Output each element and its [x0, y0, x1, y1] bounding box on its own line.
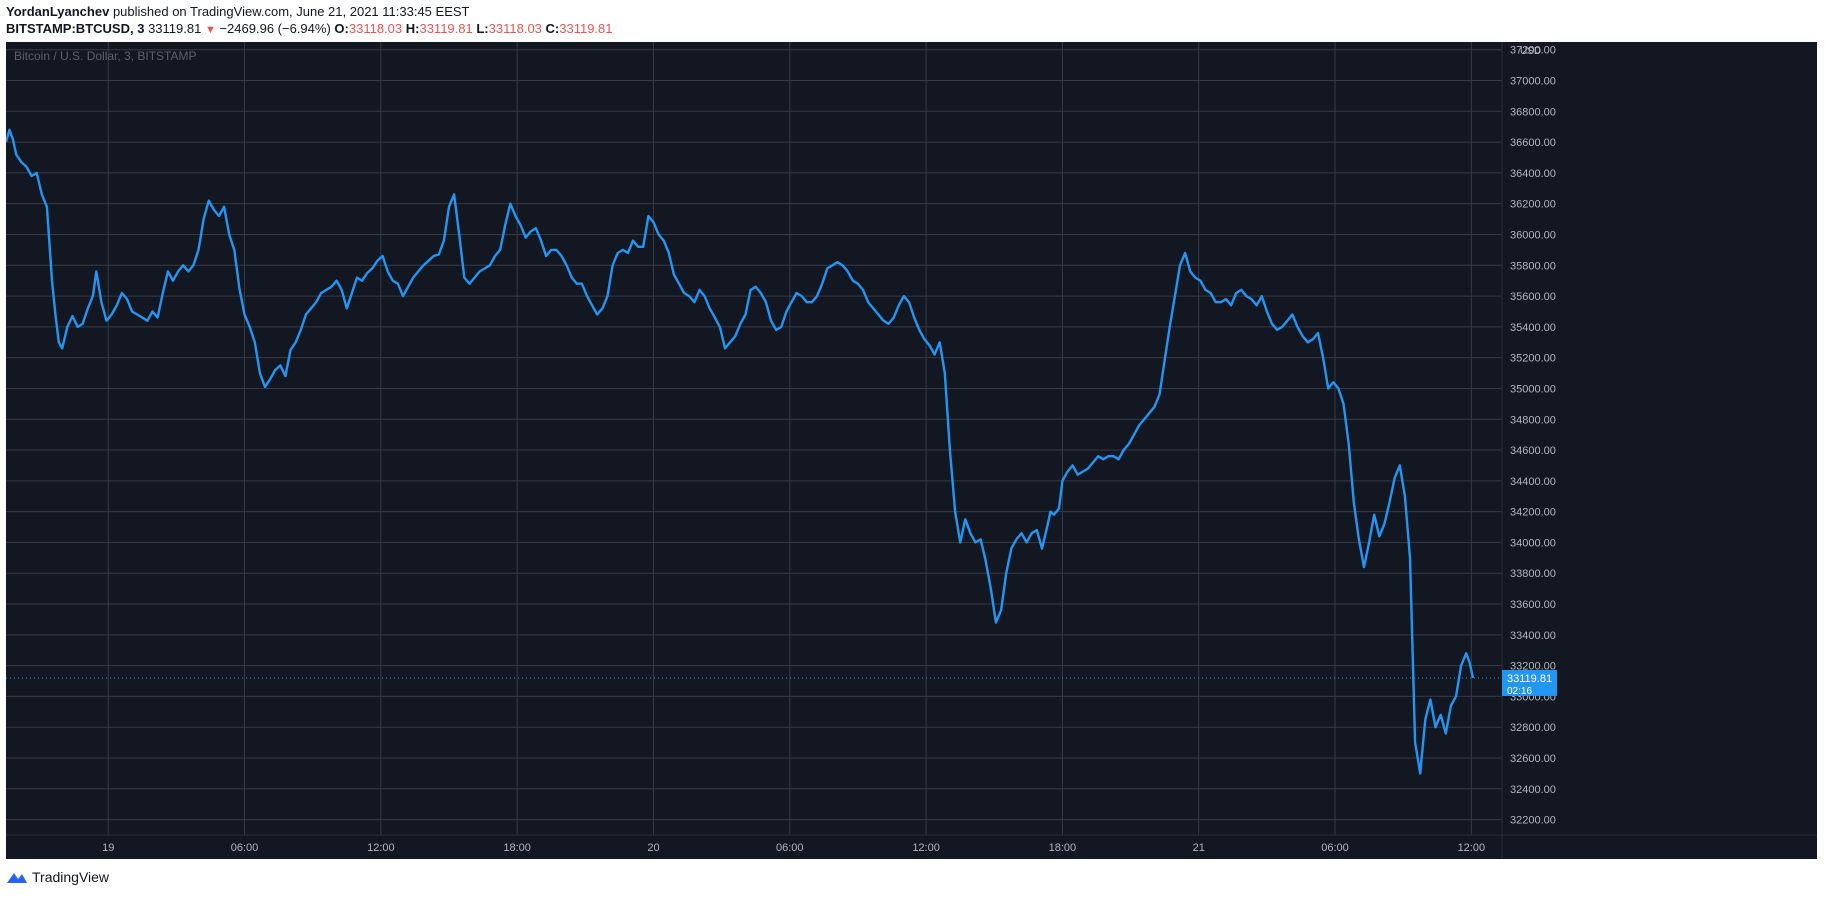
y-tick-label: 36800.00	[1510, 106, 1556, 118]
y-tick-label: 33800.00	[1510, 568, 1556, 580]
y-tick-label: 35200.00	[1510, 353, 1556, 365]
y-tick-label: 35400.00	[1510, 322, 1556, 334]
brand-label: TradingView	[32, 869, 110, 885]
y-tick-label: 36000.00	[1510, 229, 1556, 241]
author-name[interactable]: YordanLyanchev	[6, 4, 110, 19]
price-line	[6, 128, 1475, 775]
x-tick-label: 06:00	[231, 842, 259, 854]
x-tick-label: 20	[647, 842, 659, 854]
y-tick-label: 34600.00	[1510, 445, 1556, 457]
y-tick-label: 36400.00	[1510, 168, 1556, 180]
tradingview-logo-icon	[7, 873, 27, 883]
down-arrow-icon: ▼	[204, 24, 216, 36]
y-tick-label: 33600.00	[1510, 599, 1556, 611]
price-chart[interactable]: Bitcoin / U.S. Dollar, 3, BITSTAMP 32200…	[6, 42, 1817, 859]
ohlc-legend: BITSTAMP:BTCUSD, 3 33119.81 ▼ −2469.96 (…	[6, 21, 613, 36]
tradingview-logo[interactable]: TradingView	[6, 869, 109, 885]
x-tick-label: 21	[1193, 842, 1205, 854]
y-tick-label: 37200.00	[1510, 45, 1556, 57]
price-series	[6, 128, 1475, 775]
close-label: C:	[545, 21, 560, 36]
y-tick-label: 35600.00	[1510, 291, 1556, 303]
y-tick-label: 37000.00	[1510, 75, 1556, 87]
x-tick-label: 19	[102, 842, 114, 854]
high-label: H:	[405, 21, 420, 36]
countdown-label: 02:16	[1507, 686, 1532, 697]
x-tick-label: 18:00	[503, 842, 531, 854]
y-tick-label: 33200.00	[1510, 661, 1556, 673]
low-value: 33118.03	[488, 21, 542, 36]
chart-title: Bitcoin / U.S. Dollar, 3, BITSTAMP	[14, 49, 197, 63]
published-text: published on TradingView.com, June 21, 2…	[112, 4, 470, 19]
last-price: 33119.81	[148, 21, 202, 36]
x-tick-label: 18:00	[1049, 842, 1077, 854]
x-tick-label: 12:00	[912, 842, 940, 854]
low-label: L:	[476, 21, 489, 36]
price-axis[interactable]: 32200.0032400.0032600.0032800.0033000.00…	[1510, 45, 1556, 827]
last-price-tag-value: 33119.81	[1507, 673, 1552, 685]
close-value: 33119.81	[559, 21, 613, 36]
currency-label: USD	[1520, 46, 1541, 57]
y-tick-label: 32800.00	[1510, 722, 1556, 734]
y-tick-label: 32400.00	[1510, 784, 1556, 796]
publish-info: YordanLyanchev published on TradingView.…	[6, 4, 469, 19]
y-tick-label: 34800.00	[1510, 414, 1556, 426]
last-price-tag-bg	[1502, 669, 1557, 696]
high-value: 33119.81	[419, 21, 473, 36]
y-tick-label: 36200.00	[1510, 199, 1556, 211]
y-tick-label: 32600.00	[1510, 753, 1556, 765]
y-tick-label: 36600.00	[1510, 137, 1556, 149]
y-tick-label: 34000.00	[1510, 537, 1556, 549]
y-tick-label: 33400.00	[1510, 630, 1556, 642]
x-tick-label: 06:00	[1321, 842, 1349, 854]
y-tick-label: 34400.00	[1510, 476, 1556, 488]
time-axis[interactable]: 19 06:00 12:00 18:00 20 06:00 12:00 18:00 21 06:0…	[102, 842, 1485, 854]
x-tick-label: 12:00	[367, 842, 395, 854]
change-value: −2469.96 (−6.94%)	[219, 21, 331, 36]
y-tick-label: 35000.00	[1510, 383, 1556, 395]
x-tick-label: 06:00	[776, 842, 804, 854]
y-tick-label: 32200.00	[1510, 815, 1556, 827]
open-label: O:	[334, 21, 349, 36]
symbol-label: BITSTAMP:BTCUSD, 3	[6, 21, 145, 36]
y-tick-label: 35800.00	[1510, 260, 1556, 272]
y-tick-label: 34200.00	[1510, 507, 1556, 519]
open-value: 33118.03	[348, 21, 403, 36]
chart-grid	[6, 42, 1817, 859]
x-tick-label: 12:00	[1458, 842, 1486, 854]
